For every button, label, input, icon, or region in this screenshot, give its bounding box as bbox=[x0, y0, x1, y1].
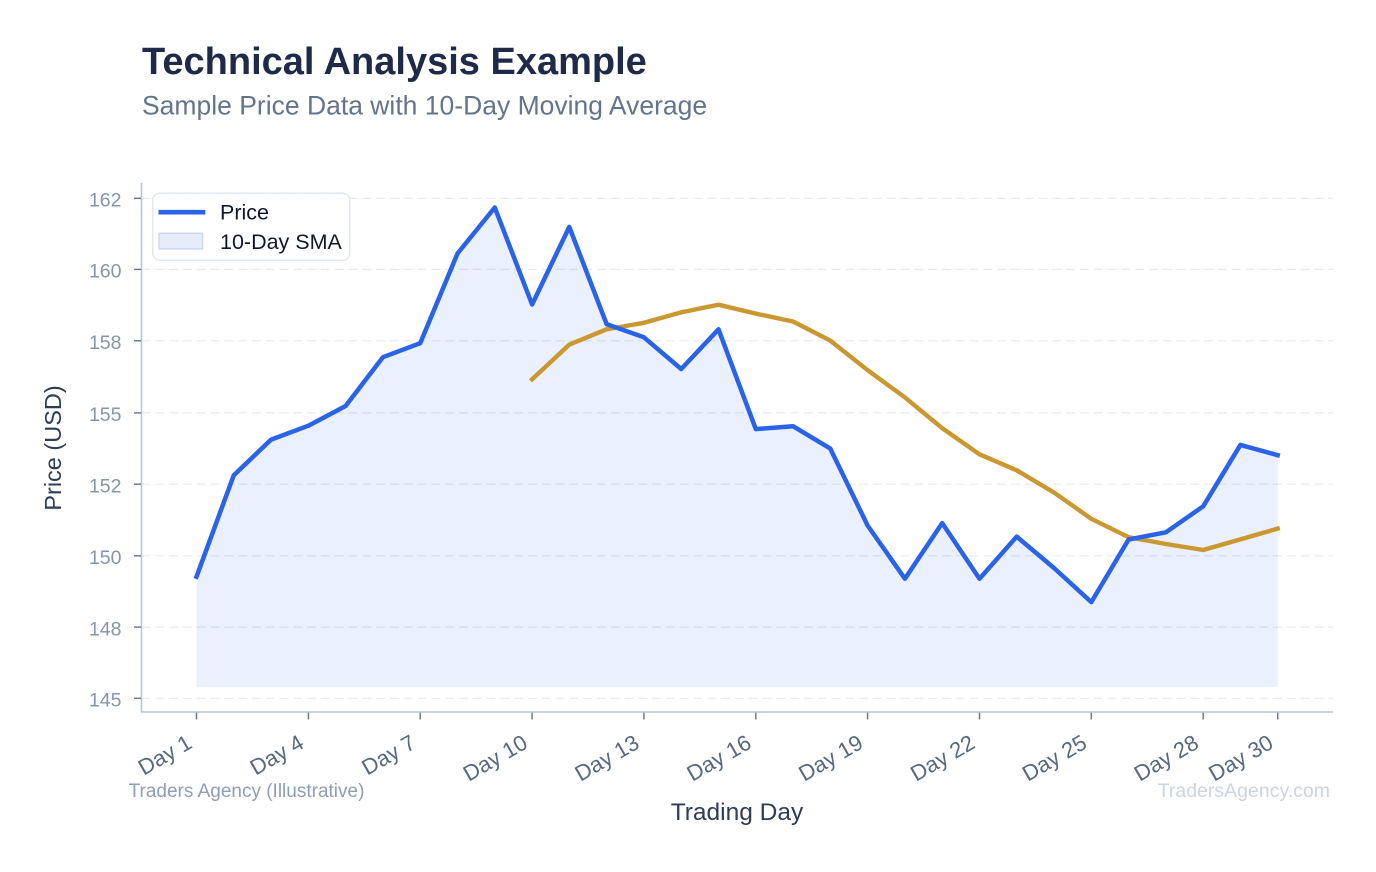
svg-text:10-Day SMA: 10-Day SMA bbox=[220, 230, 343, 254]
svg-text:Trading Day: Trading Day bbox=[671, 799, 804, 826]
svg-text:155: 155 bbox=[89, 404, 122, 426]
svg-text:Technical Analysis Example: Technical Analysis Example bbox=[142, 41, 647, 83]
svg-text:145: 145 bbox=[89, 690, 122, 712]
svg-text:148: 148 bbox=[89, 618, 122, 640]
svg-text:160: 160 bbox=[89, 261, 122, 283]
svg-text:158: 158 bbox=[89, 332, 122, 354]
svg-text:Price (USD): Price (USD) bbox=[40, 385, 66, 510]
svg-text:150: 150 bbox=[89, 547, 122, 569]
svg-text:162: 162 bbox=[89, 190, 122, 212]
svg-text:152: 152 bbox=[89, 475, 122, 497]
svg-text:Traders Agency (Illustrative): Traders Agency (Illustrative) bbox=[129, 781, 365, 802]
svg-text:Sample Price Data with 10-Day: Sample Price Data with 10-Day Moving Ave… bbox=[142, 91, 707, 121]
svg-text:Price: Price bbox=[220, 201, 269, 225]
svg-text:TradersAgency.com: TradersAgency.com bbox=[1158, 780, 1330, 802]
